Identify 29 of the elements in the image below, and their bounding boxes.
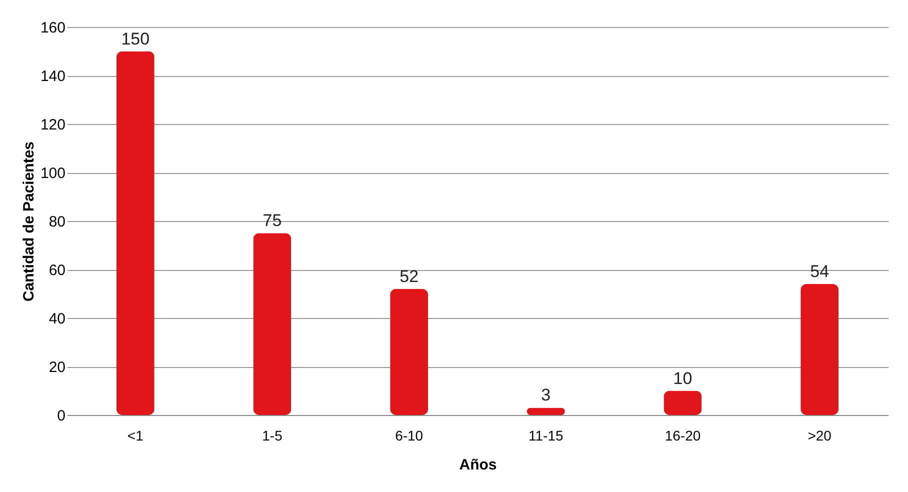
- bar: [253, 233, 292, 415]
- y-tick-label: 60: [48, 262, 66, 279]
- x-axis-title: Años: [459, 456, 497, 474]
- data-label: 150: [121, 29, 150, 48]
- data-label: 52: [400, 266, 419, 286]
- data-label: 10: [673, 368, 692, 388]
- y-tick-label: 120: [40, 116, 66, 134]
- bar: [800, 284, 839, 415]
- bar: [390, 288, 428, 415]
- x-tick-label: <1: [127, 428, 144, 444]
- y-tick-label: 0: [57, 408, 66, 424]
- y-tick-label: 140: [40, 68, 66, 85]
- data-label: 54: [810, 262, 830, 282]
- x-tick-label: 16-20: [664, 428, 701, 444]
- x-tick-label: 11-15: [528, 428, 564, 444]
- data-label: 3: [541, 386, 551, 405]
- y-tick-label: 80: [48, 214, 66, 230]
- x-tick-label: 1-5: [262, 428, 283, 444]
- y-axis-title: Cantidad de Pacientes: [20, 141, 38, 302]
- y-tick-label: 160: [40, 20, 66, 36]
- y-tick-label: 40: [48, 310, 66, 328]
- y-tick-label: 20: [48, 359, 66, 376]
- bar: [664, 390, 702, 415]
- x-tick-label: 6-10: [395, 428, 424, 444]
- x-tick-label: >20: [808, 428, 832, 444]
- y-tick-label: 100: [40, 165, 66, 182]
- bar: [526, 408, 565, 415]
- data-label: 75: [262, 211, 282, 230]
- bar: [116, 51, 154, 415]
